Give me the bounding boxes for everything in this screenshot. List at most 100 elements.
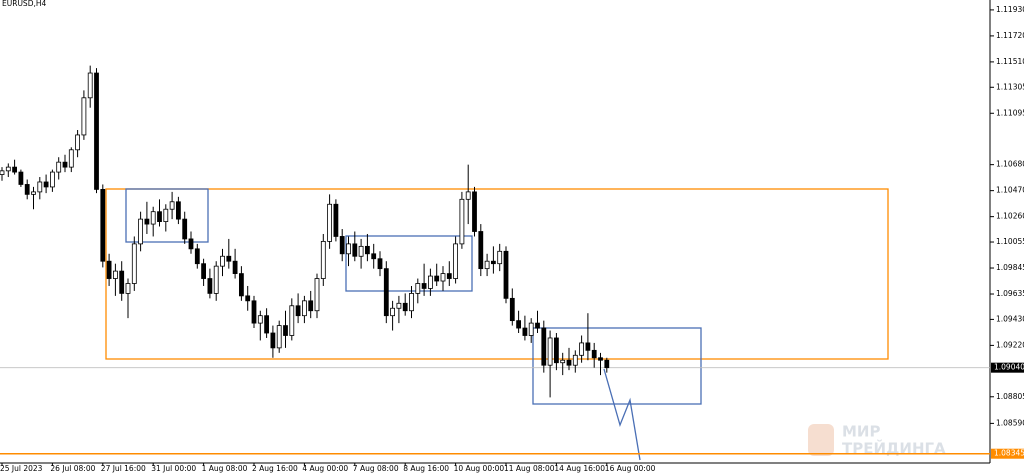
candle-body: [541, 327, 547, 366]
candle-body: [301, 300, 307, 317]
candle-body: [478, 231, 484, 270]
candle-body: [125, 283, 131, 294]
candle-body: [182, 218, 188, 240]
x-tick-label: 4 Aug 00:00: [302, 464, 348, 473]
candle-body: [94, 72, 99, 190]
x-tick-label: 16 Aug 00:00: [605, 464, 656, 473]
y-tick-label: 1.11305: [996, 82, 1024, 91]
y-tick-label: 1.11930: [996, 5, 1024, 14]
y-tick-label: 1.10055: [996, 237, 1024, 246]
candle-body: [503, 250, 509, 299]
candle-body: [87, 72, 93, 99]
y-tick-label: 1.10470: [996, 186, 1024, 195]
x-tick-label: 25 Jul 2023: [0, 464, 43, 473]
orange-zone: [105, 188, 889, 360]
y-tick-label: 1.11510: [996, 57, 1024, 66]
candle-body: [591, 349, 597, 359]
drawings: [105, 188, 889, 461]
x-tick-label: 10 Aug 00:00: [454, 464, 505, 473]
candle-body: [295, 305, 301, 317]
candle-body: [333, 203, 339, 237]
y-tick-label: 1.10260: [996, 212, 1024, 221]
x-tick-label: 31 Jul 00:00: [151, 464, 196, 473]
candle-body: [547, 337, 553, 366]
candle-body: [446, 273, 452, 279]
candle-body: [0, 170, 5, 175]
candle-body: [572, 354, 578, 366]
candle-body: [194, 248, 200, 265]
candle-body: [490, 260, 496, 265]
candle-body: [320, 241, 326, 279]
candle-body: [314, 278, 320, 312]
candle-body: [604, 359, 610, 369]
candle-body: [453, 243, 459, 279]
candle-body: [50, 171, 55, 188]
candle-body: [308, 300, 314, 312]
candle-body: [119, 270, 125, 294]
blue-box: [125, 188, 209, 243]
candle-body: [226, 255, 232, 262]
candle-body: [352, 243, 358, 257]
candle-body: [377, 258, 383, 270]
candle-body: [276, 325, 282, 349]
candle-body: [251, 300, 257, 324]
candle-body: [31, 191, 36, 195]
candle-body: [188, 238, 194, 250]
projection-line: [603, 368, 641, 461]
x-tick-label: 7 Aug 08:00: [353, 464, 399, 473]
watermark-text: ТРЕЙДИНГА: [842, 439, 946, 458]
candle-body: [358, 245, 364, 257]
candle-body: [390, 307, 396, 317]
candle-body: [100, 189, 106, 262]
candle-body: [472, 191, 477, 232]
candle-body: [113, 270, 118, 279]
candle-body: [24, 184, 30, 195]
candle-body: [207, 278, 213, 294]
candle-body: [18, 171, 24, 185]
watermark-text: МИР: [842, 423, 880, 441]
candle-body: [440, 273, 446, 282]
watermark-logo: [808, 424, 834, 456]
candle-body: [201, 263, 207, 279]
x-tick-label: 1 Aug 08:00: [202, 464, 248, 473]
candle-body: [169, 201, 175, 210]
candle-body: [364, 245, 370, 255]
candle-body: [560, 359, 566, 364]
candle-body: [371, 253, 377, 260]
y-tick-label: 1.10680: [996, 160, 1024, 169]
price-label-bg: [991, 362, 1024, 373]
candle-body: [150, 211, 156, 225]
candle-body: [535, 322, 540, 329]
y-tick-label: 1.08805: [996, 392, 1024, 401]
candle-body: [12, 166, 18, 173]
y-tick-label: 1.09845: [996, 263, 1024, 272]
candle-body: [509, 297, 515, 322]
candle-body: [528, 322, 534, 336]
candle-body: [585, 342, 591, 351]
candle-body: [554, 337, 559, 364]
candle-body: [402, 302, 408, 312]
price-label-bg: [991, 448, 1024, 459]
blue-box: [345, 235, 473, 292]
candle-body: [415, 283, 421, 294]
candle-body: [163, 208, 169, 222]
candle-body: [245, 295, 251, 302]
candle-body: [339, 236, 345, 255]
blue-box: [532, 327, 702, 405]
y-tick-label: 1.09635: [996, 289, 1024, 298]
candle-body: [81, 97, 87, 136]
candle-body: [459, 198, 465, 245]
candle-body: [421, 283, 427, 289]
x-tick-label: 11 Aug 08:00: [504, 464, 555, 473]
candle-body: [346, 243, 351, 255]
candle-body: [396, 302, 402, 309]
candle-body: [264, 315, 270, 334]
candle-body: [43, 181, 49, 188]
candle-body: [175, 201, 181, 220]
x-tick-label: 27 Jul 16:00: [101, 464, 146, 473]
candle-body: [484, 260, 490, 270]
candle-body: [220, 255, 225, 267]
y-tick-label: 1.09430: [996, 314, 1024, 323]
